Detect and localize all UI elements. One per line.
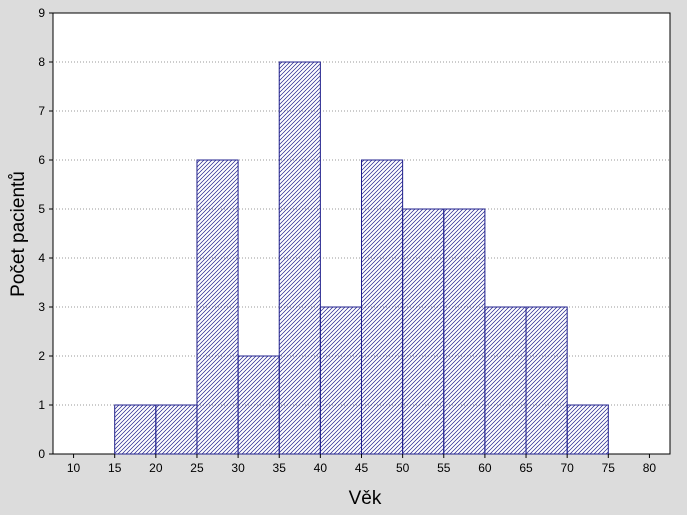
bar xyxy=(237,355,280,455)
bar xyxy=(361,159,404,455)
x-tick-label: 35 xyxy=(273,461,287,475)
bar xyxy=(319,306,363,455)
x-tick-label: 30 xyxy=(231,461,245,475)
bar xyxy=(196,159,239,455)
x-tick-label: 50 xyxy=(396,461,410,475)
bar xyxy=(484,306,527,455)
bar xyxy=(402,208,445,455)
y-tick-label: 3 xyxy=(38,300,45,314)
y-tick-label: 0 xyxy=(38,447,45,461)
y-tick-label: 4 xyxy=(38,251,45,265)
x-axis-title: Věk xyxy=(349,488,382,509)
x-tick-label: 10 xyxy=(67,461,81,475)
bar xyxy=(443,208,486,455)
x-tick-label: 45 xyxy=(355,461,369,475)
bar xyxy=(278,61,321,455)
y-tick-label: 7 xyxy=(38,104,45,118)
y-axis-ticks: 0 1 2 3 4 5 6 7 8 9 xyxy=(38,6,53,461)
x-tick-label: 65 xyxy=(519,461,533,475)
x-tick-label: 70 xyxy=(560,461,574,475)
y-axis-title: Počet pacientů xyxy=(8,171,29,297)
x-tick-label: 20 xyxy=(149,461,163,475)
x-tick-label: 15 xyxy=(108,461,122,475)
bars xyxy=(114,61,609,455)
bar xyxy=(566,404,609,455)
y-tick-label: 6 xyxy=(38,153,45,167)
bar xyxy=(114,404,157,455)
bar xyxy=(155,404,198,455)
y-tick-label: 8 xyxy=(38,55,45,69)
y-tick-label: 2 xyxy=(38,349,45,363)
y-tick-label: 5 xyxy=(38,202,45,216)
bar xyxy=(525,306,568,455)
x-axis-ticks: 10 15 20 25 30 35 40 45 50 55 60 65 70 75 80 xyxy=(67,454,657,475)
x-tick-label: 60 xyxy=(478,461,492,475)
x-tick-label: 75 xyxy=(602,461,616,475)
y-tick-label: 9 xyxy=(38,6,45,20)
x-tick-label: 40 xyxy=(314,461,328,475)
y-tick-label: 1 xyxy=(38,398,45,412)
x-tick-label: 55 xyxy=(437,461,451,475)
x-tick-label: 25 xyxy=(190,461,204,475)
x-tick-label: 80 xyxy=(643,461,657,475)
